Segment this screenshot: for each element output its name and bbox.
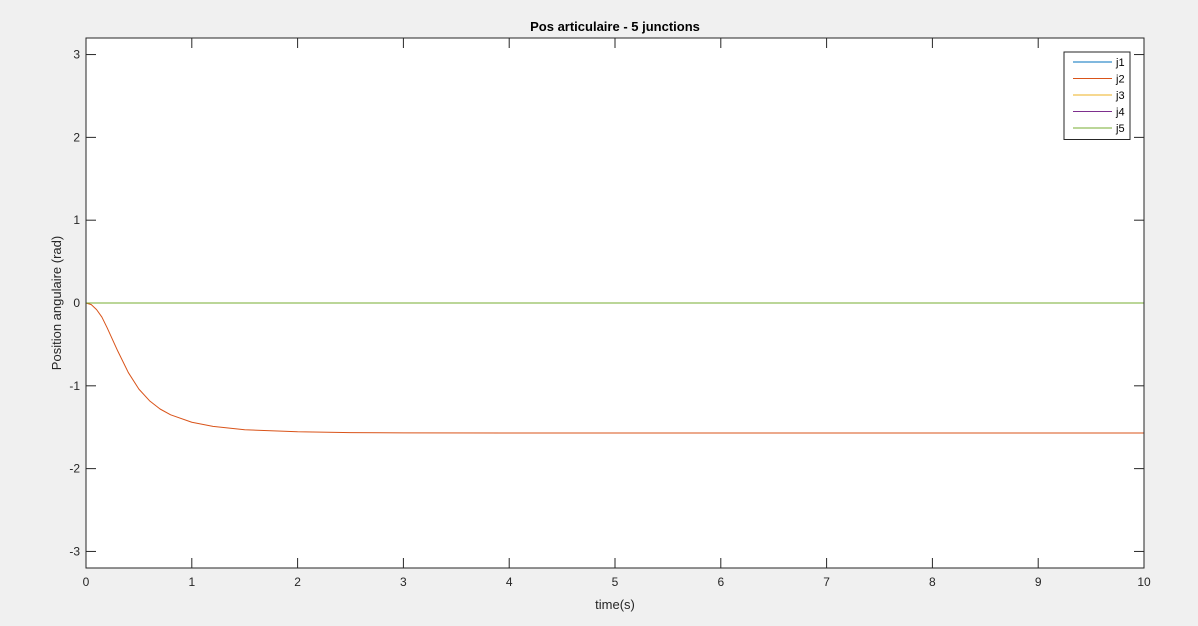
y-tick-label: 0 bbox=[73, 296, 80, 310]
x-tick-label: 2 bbox=[294, 575, 301, 589]
x-tick-label: 3 bbox=[400, 575, 407, 589]
plot-frame bbox=[85, 37, 1145, 569]
x-tick-label: 4 bbox=[506, 575, 513, 589]
y-tick-label: -2 bbox=[69, 462, 80, 476]
x-tick-label: 8 bbox=[929, 575, 936, 589]
y-tick-label: 3 bbox=[73, 48, 80, 62]
x-tick-label: 9 bbox=[1035, 575, 1042, 589]
legend-label-j5: j5 bbox=[1115, 123, 1125, 135]
y-tick-label: -3 bbox=[69, 544, 80, 558]
x-axis-ticks: 0 1 2 3 4 5 6 7 8 9 10 bbox=[83, 38, 1151, 589]
y-axis-label: Position angulaire (rad) bbox=[49, 236, 64, 370]
y-tick-label: 2 bbox=[73, 130, 80, 144]
series-line-j2 bbox=[85, 302, 1144, 434]
legend-label-j1: j1 bbox=[1115, 57, 1125, 69]
legend-label-j3: j3 bbox=[1115, 90, 1125, 102]
x-tick-label: 5 bbox=[612, 575, 619, 589]
x-axis-label: time(s) bbox=[595, 597, 635, 612]
x-tick-label: 1 bbox=[188, 575, 195, 589]
y-tick-label: -1 bbox=[69, 379, 80, 393]
x-tick-label: 0 bbox=[83, 575, 90, 589]
legend-label-j2: j2 bbox=[1115, 74, 1125, 86]
chart-title: Pos articulaire - 5 junctions bbox=[530, 19, 700, 34]
x-tick-label: 6 bbox=[717, 575, 724, 589]
legend: j1 j2 j3 j4 j5 bbox=[1063, 51, 1131, 140]
legend-box bbox=[1063, 51, 1131, 140]
x-tick-label: 7 bbox=[823, 575, 830, 589]
legend-label-j4: j4 bbox=[1115, 107, 1125, 119]
y-tick-label: 1 bbox=[73, 213, 80, 227]
x-tick-label: 10 bbox=[1137, 575, 1151, 589]
series-lines bbox=[85, 302, 1144, 434]
